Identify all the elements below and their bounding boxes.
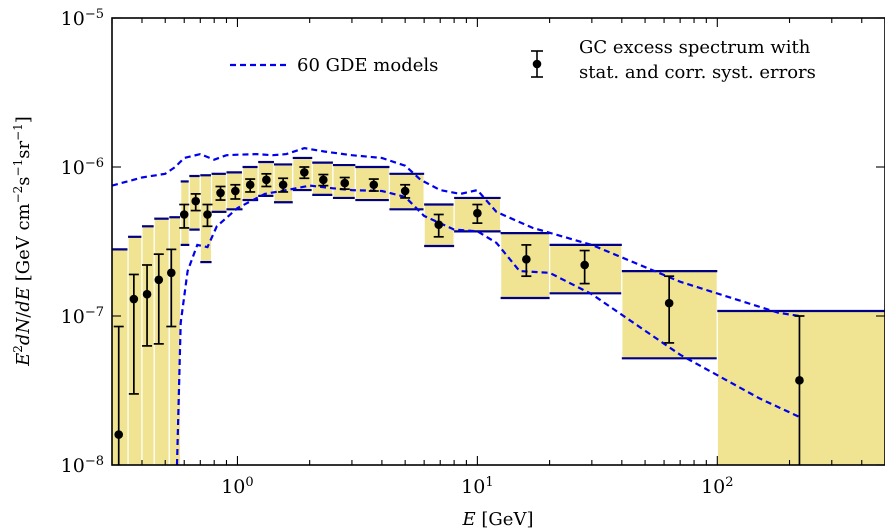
legend: 60 GDE models GC excess spectrum with st… [230, 37, 816, 83]
tick-labels: 100 101 102 10−8 10−7 10−6 10−5 [61, 7, 734, 499]
data-point-16 [369, 180, 379, 190]
y-tick-label-3: 10−5 [61, 7, 104, 31]
plot-frame [111, 17, 885, 466]
data-point-20 [522, 255, 531, 264]
data-point-23 [795, 376, 804, 385]
x-axis-label: E [GeV] [462, 509, 534, 530]
data-points [113, 166, 805, 465]
data-point-6 [191, 196, 201, 206]
x-tick-label-1: 101 [461, 475, 493, 499]
legend-data-marker [531, 50, 543, 78]
axis-ticks [111, 17, 885, 466]
data-point-17 [400, 186, 410, 196]
data-point-7 [203, 210, 212, 219]
data-point-13 [300, 168, 309, 177]
data-point-19 [473, 208, 482, 218]
data-point-8 [216, 188, 225, 198]
data-point-10 [245, 180, 255, 190]
data-point-5 [179, 210, 189, 219]
band-box-20 [500, 232, 551, 299]
data-point-4 [166, 268, 176, 278]
data-point-12 [278, 180, 288, 190]
y-axis-label: E2dN/dE [GeV cm−2s−1sr−1] [11, 116, 34, 367]
data-point-2 [142, 289, 152, 299]
band-box-3 [153, 218, 170, 465]
data-point-14 [319, 175, 328, 185]
model-curve-upper [112, 146, 800, 318]
x-tick-label-2: 102 [701, 475, 733, 499]
data-point-1 [129, 294, 139, 304]
data-point-18 [434, 220, 444, 229]
model-curves [112, 146, 800, 465]
band-box-7 [199, 174, 213, 263]
legend-data-label-line2: stat. and corr. syst. errors [579, 62, 816, 83]
x-tick-label-0: 100 [221, 475, 253, 499]
data-point-11 [262, 175, 271, 185]
data-point-9 [231, 186, 240, 196]
data-point-21 [580, 260, 589, 270]
model-curve-lower [175, 184, 800, 465]
data-point-3 [154, 275, 164, 285]
data-point-22 [664, 298, 674, 308]
data-point-0 [114, 430, 124, 439]
band-box-1 [127, 236, 143, 465]
y-tick-label-0: 10−8 [61, 454, 104, 478]
y-tick-label-2: 10−6 [61, 156, 104, 180]
y-tick-label-1: 10−7 [61, 305, 104, 329]
band-box-23 [716, 310, 885, 465]
systematic-band [112, 156, 885, 465]
legend-model-label: 60 GDE models [297, 55, 438, 76]
legend-data-label-line1: GC excess spectrum with [579, 37, 811, 58]
data-point-15 [340, 178, 350, 188]
